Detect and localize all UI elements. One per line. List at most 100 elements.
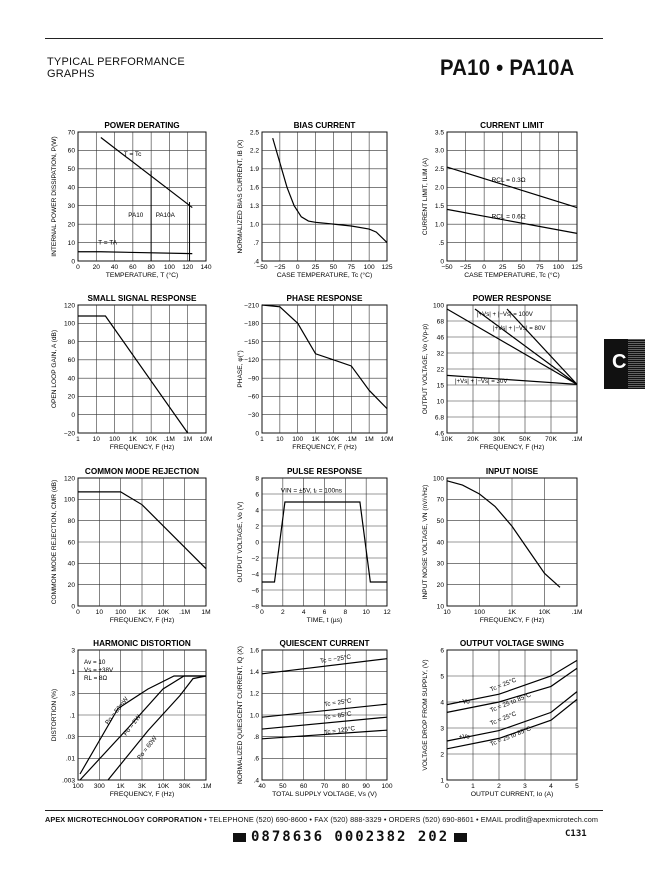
y-tick-label: 20 (68, 221, 76, 228)
y-tick-label: 100 (433, 302, 444, 309)
x-tick-label: 0 (445, 783, 449, 790)
chart-title: OUTPUT VOLTAGE SWING (460, 639, 564, 648)
chart-title: PULSE RESPONSE (287, 467, 363, 476)
y-tick-label: −30 (248, 412, 260, 419)
x-tick-label: .1M (572, 436, 583, 443)
plot-frame (446, 649, 578, 781)
y-tick-label: 8 (255, 475, 259, 482)
annotation-rcl-06: RCL = 0.6Ω (492, 214, 526, 221)
x-axis-label: TEMPERATURE, T (°C) (106, 271, 179, 279)
plot-frame (446, 131, 578, 262)
section-tab-edge (628, 339, 645, 389)
y-tick-label: −180 (244, 321, 259, 328)
y-axis-label: OPEN LOOP GAIN, A (dB) (51, 330, 58, 408)
x-tick-label: 3K (138, 783, 147, 790)
x-tick-label: 2 (281, 609, 285, 616)
chart-power_derating: POWER DERATING 0 20 40 60 80 100 120 140 0 10 20 30 4… (51, 121, 212, 279)
x-axis-label: FREQUENCY, F (Hz) (110, 791, 174, 798)
section-title-line2: GRAPHS (47, 68, 95, 80)
annotation-pa10a: PA10A (156, 212, 176, 219)
chart-title: SMALL SIGNAL RESPONSE (88, 294, 197, 303)
y-tick-label: 60 (68, 539, 76, 546)
annotation-pos-vo: +Vo (459, 733, 471, 740)
y-tick-label: 40 (437, 539, 445, 546)
y-tick-label: −90 (248, 375, 260, 382)
y-tick-label: 70 (68, 129, 76, 136)
annotation-tc-2: Tc = 85°C (324, 709, 353, 721)
series-line-60w (107, 675, 207, 781)
x-tick-label: 100 (164, 264, 175, 271)
y-tick-label: 40 (68, 185, 76, 192)
x-tick-label: 140 (200, 264, 211, 271)
y-tick-label: 15 (437, 382, 445, 389)
y-tick-label: 40 (68, 561, 76, 568)
plot-frame (77, 304, 207, 434)
x-tick-label: 70K (545, 436, 557, 443)
x-tick-label: 1M (183, 436, 192, 443)
y-tick-label: 4 (440, 699, 444, 706)
chart-title: QUIESCENT CURRENT (279, 639, 369, 648)
y-axis-label: OUTPUT VOLTAGE, Vo (Vp-p) (422, 324, 429, 415)
x-axis-label: FREQUENCY, F (Hz) (480, 617, 544, 624)
y-axis-label: NORMALIZED QUIESCENT CURRENT, IQ (X) (237, 646, 244, 784)
y-tick-label: 2.2 (250, 148, 259, 155)
series-line-neg25 (446, 659, 578, 706)
annotation-vs: Vs = ±38V (84, 667, 114, 674)
chart-bias_current: BIAS CURRENT −50 −25 0 25 50 75 100 125 .4 .7 1.0 1.… (237, 121, 393, 279)
x-tick-label: 1K (312, 436, 321, 443)
x-tick-label: 30K (179, 783, 191, 790)
x-tick-label: 20 (93, 264, 101, 271)
x-tick-label: .1M (164, 436, 175, 443)
y-tick-label: 4.6 (435, 430, 444, 437)
series-line-3 (261, 729, 388, 740)
series-line-80v (506, 308, 578, 385)
x-tick-label: 6 (323, 609, 327, 616)
x-tick-label: 50 (279, 783, 287, 790)
y-tick-label: −120 (244, 357, 259, 364)
x-tick-label: 120 (182, 264, 193, 271)
y-tick-label: 20 (68, 582, 76, 589)
y-tick-label: 10 (68, 240, 76, 247)
y-tick-label: 1.6 (250, 185, 259, 192)
footer-contact-text: • TELEPHONE (520) 690-8600 • FAX (520) 8… (201, 815, 599, 824)
x-tick-label: 1K (138, 609, 147, 616)
x-tick-label: 80 (147, 264, 155, 271)
annotation-tc-3: Tc = 125°C (324, 724, 356, 736)
x-tick-label: 5 (575, 783, 579, 790)
plot-frame (261, 131, 388, 262)
y-tick-label: 0 (71, 603, 75, 610)
y-tick-label: .003 (62, 777, 75, 784)
annotation-30v: |+Vs| + |−Vs| = 30V (455, 378, 508, 385)
plot-frame (261, 304, 388, 434)
annotation-rl: RL = 8Ω (84, 675, 107, 682)
y-axis-label: OUTPUT VOLTAGE, Vo (V) (237, 502, 244, 583)
x-tick-label: −50 (441, 264, 453, 271)
x-tick-label: −25 (274, 264, 286, 271)
x-tick-label: 100 (115, 609, 126, 616)
y-tick-label: 46 (437, 334, 445, 341)
section-title: TYPICAL PERFORMANCE GRAPHS (47, 56, 185, 80)
y-tick-label: .1 (70, 712, 76, 719)
y-tick-label: 2.5 (435, 166, 444, 173)
x-axis-label: TIME, t (µs) (307, 617, 343, 624)
y-tick-label: 3.5 (435, 129, 444, 136)
y-tick-label: 0 (255, 539, 259, 546)
y-tick-label: 100 (64, 497, 75, 504)
y-tick-label: −8 (251, 603, 259, 610)
envelope-line (446, 308, 578, 385)
x-tick-label: 4 (549, 783, 553, 790)
x-axis-label: FREQUENCY, F (Hz) (480, 444, 544, 451)
y-tick-label: 3 (71, 647, 75, 654)
y-tick-label: 2.5 (250, 129, 259, 136)
x-tick-label: 10 (96, 609, 104, 616)
series-line (272, 137, 388, 244)
x-tick-label: 75 (348, 264, 356, 271)
annotation-100v: |+Vs| + |−Vs| = 100V (477, 311, 534, 318)
x-tick-label: 4 (302, 609, 306, 616)
y-tick-label: .4 (254, 258, 260, 265)
x-tick-label: 0 (76, 264, 80, 271)
series-line (446, 480, 561, 588)
annotation-rcl-03: RCL = 0.3Ω (492, 177, 526, 184)
series-line (78, 491, 207, 570)
